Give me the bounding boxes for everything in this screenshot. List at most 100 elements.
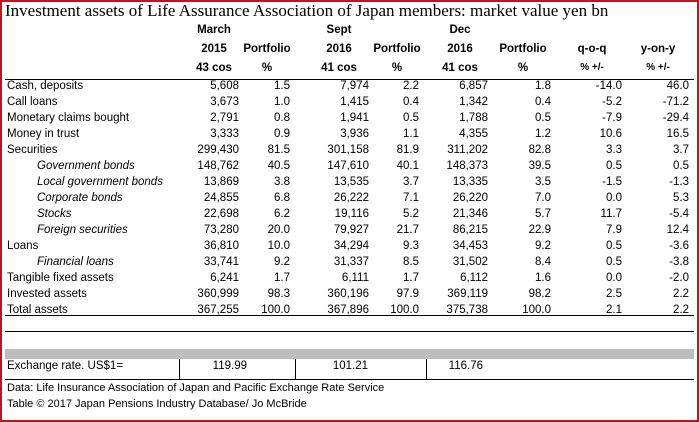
cell-yoy: -3.8: [669, 256, 689, 268]
cell-s16: 367,896: [327, 304, 369, 316]
cell-p2: 1.1: [403, 128, 419, 140]
cell-yoy: 46.0: [666, 80, 689, 92]
header-march: March: [197, 24, 231, 36]
cell-d16: 6,857: [459, 80, 488, 92]
cell-p1: 0.8: [274, 112, 290, 124]
exchange-rate-march: 119.99: [212, 360, 247, 372]
page-title: Investment assets of Life Assurance Asso…: [5, 1, 609, 20]
cell-d16: 1,342: [459, 96, 488, 108]
header-yoy: y-on-y: [640, 43, 676, 55]
header-pct-3: %: [517, 62, 529, 74]
cell-p1: 98.3: [267, 288, 290, 300]
cell-p3: 5.7: [535, 208, 551, 220]
header-dec: Dec: [449, 24, 471, 36]
cell-p2: 40.1: [396, 160, 419, 172]
cell-p3: 100.0: [522, 304, 551, 316]
cell-qoq: 2.5: [606, 288, 622, 300]
cell-qoq: 0.0: [606, 272, 622, 284]
cell-yoy: -5.4: [669, 208, 689, 220]
header-portfolio-2: Portfolio: [373, 43, 421, 55]
table-row: Cash, deposits 5,608 1.5 7,974 2.2 6,857 1.8 -1…: [5, 80, 694, 96]
cell-m15: 22,698: [203, 208, 239, 220]
cell-p3: 0.4: [535, 96, 551, 108]
row-label: Financial loans: [37, 256, 114, 268]
cell-p3: 9.2: [535, 240, 551, 252]
cell-yoy: 0.5: [673, 160, 689, 172]
cell-s16: 3,936: [340, 128, 369, 140]
table-row: Tangible fixed assets 6,241 1.7 6,111 1.7 6,1…: [5, 272, 694, 288]
cell-qoq: 10.6: [599, 128, 622, 140]
cell-p2: 5.2: [403, 208, 419, 220]
cell-p3: 98.2: [528, 288, 551, 300]
cell-yoy: -1.3: [669, 176, 689, 188]
cell-d16: 34,453: [452, 240, 488, 252]
cell-p1: 10.0: [267, 240, 290, 252]
table-row: Call loans 3,673 1.0 1,415 0.4 1,342 0.4 -5.2 -7…: [5, 96, 694, 112]
cell-d16: 375,738: [446, 304, 488, 316]
exchange-divider-2: [295, 359, 296, 379]
cell-d16: 1,788: [459, 112, 488, 124]
cell-s16: 147,610: [327, 160, 369, 172]
cell-m15: 6,241: [210, 272, 239, 284]
cell-p2: 9.3: [403, 240, 419, 252]
cell-yoy: 2.2: [673, 288, 689, 300]
cell-yoy: -29.4: [662, 112, 689, 124]
table-row: Money in trust 3,333 0.9 3,936 1.1 4,355 1.2 10…: [5, 128, 694, 144]
cell-p1: 1.7: [274, 272, 290, 284]
cell-p3: 82.8: [528, 144, 551, 156]
cell-qoq: 0.5: [606, 240, 622, 252]
cell-s16: 19,116: [334, 208, 369, 220]
cell-qoq: 11.7: [600, 208, 622, 220]
cell-p2: 0.5: [403, 112, 419, 124]
cell-yoy: 2.2: [673, 304, 689, 316]
cell-p3: 1.8: [535, 80, 551, 92]
cell-m15: 13,869: [203, 176, 239, 188]
cell-d16: 369,119: [447, 288, 488, 300]
cell-m15: 367,255: [197, 304, 239, 316]
row-label: Invested assets: [7, 288, 87, 300]
source-note: Data: Life Insurance Association of Japa…: [7, 382, 385, 394]
cell-m15: 5,608: [210, 80, 239, 92]
cell-yoy: -2.0: [669, 272, 689, 284]
cell-s16: 360,196: [327, 288, 369, 300]
cell-p3: 1.2: [535, 128, 551, 140]
cell-p2: 97.9: [396, 288, 419, 300]
cell-p3: 0.5: [535, 112, 551, 124]
table-row: Total assets 367,255 100.0 367,896 100.0 375,…: [5, 304, 694, 320]
header-pct-2: %: [391, 62, 403, 74]
cell-p3: 7.0: [535, 192, 551, 204]
row-label: Corporate bonds: [37, 192, 123, 204]
row-label: Call loans: [7, 96, 58, 108]
table-row: Government bonds 148,762 40.5 147,610 40.1 14…: [5, 160, 694, 176]
cell-p1: 6.8: [274, 192, 290, 204]
row-label: Securities: [7, 144, 58, 156]
cell-d16: 4,355: [459, 128, 488, 140]
cell-qoq: -14.0: [595, 80, 622, 92]
cell-qoq: -5.2: [602, 96, 622, 108]
cell-d16: 86,215: [452, 224, 488, 236]
header-march-cos: 43 cos: [196, 62, 232, 74]
cell-p2: 8.5: [403, 256, 419, 268]
cell-yoy: 5.3: [673, 192, 689, 204]
cell-qoq: 3.3: [606, 144, 622, 156]
cell-s16: 6,111: [341, 272, 369, 284]
cell-p2: 7.1: [403, 192, 419, 204]
cell-p1: 3.8: [274, 176, 290, 188]
cell-m15: 3,333: [210, 128, 239, 140]
table-row: Financial loans 33,741 9.2 31,337 8.5 31,502 8…: [5, 256, 694, 272]
cell-s16: 7,974: [340, 80, 369, 92]
table-row: Invested assets 360,999 98.3 360,196 97.9 369…: [5, 288, 694, 304]
cell-p1: 1.0: [274, 96, 290, 108]
header-sept-year: 2016: [326, 43, 352, 55]
cell-yoy: -71.2: [662, 96, 689, 108]
cell-s16: 13,535: [333, 176, 369, 188]
cell-yoy: 16.5: [666, 128, 689, 140]
header-yoy-unit: % +/-: [646, 62, 670, 73]
cell-m15: 73,280: [203, 224, 239, 236]
cell-qoq: 0.0: [606, 192, 622, 204]
row-label: Stocks: [37, 208, 72, 220]
cell-qoq: 0.5: [606, 160, 622, 172]
cell-d16: 311,202: [447, 144, 488, 156]
cell-s16: 34,294: [333, 240, 369, 252]
cell-p1: 9.2: [274, 256, 290, 268]
